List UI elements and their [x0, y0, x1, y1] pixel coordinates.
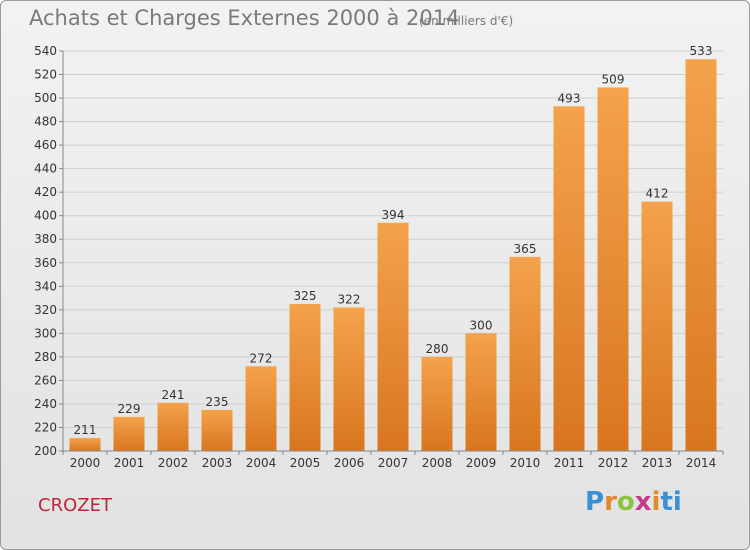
x-tick-label: 2009 — [466, 456, 497, 470]
bar-2003 — [201, 409, 233, 451]
x-tick-label: 2014 — [686, 456, 717, 470]
x-tick-label: 2000 — [70, 456, 101, 470]
data-label-2003: 235 — [206, 395, 229, 409]
y-tick-label: 220 — [34, 420, 57, 434]
y-tick-label: 280 — [34, 350, 57, 364]
bar-2004 — [245, 366, 277, 451]
x-tick-label: 2003 — [202, 456, 233, 470]
bar-2013 — [641, 201, 673, 451]
data-label-2011: 493 — [558, 91, 581, 105]
y-tick-label: 200 — [34, 444, 57, 458]
x-tick-label: 2007 — [378, 456, 409, 470]
data-label-2004: 272 — [250, 351, 273, 365]
bar-2011 — [553, 106, 585, 451]
data-label-2006: 322 — [338, 292, 361, 306]
x-tick-label: 2005 — [290, 456, 321, 470]
bar-2001 — [113, 416, 145, 451]
x-tick-label: 2010 — [510, 456, 541, 470]
data-label-2005: 325 — [294, 289, 317, 303]
data-labels: 211 229 241 235 272 325 322 394 280 300 365 493 509 4… — [74, 44, 713, 437]
x-tick-label: 2012 — [598, 456, 629, 470]
data-label-2012: 509 — [602, 72, 625, 86]
y-tick-label: 240 — [34, 397, 57, 411]
bar-2002 — [157, 402, 189, 451]
x-tick-label: 2001 — [114, 456, 145, 470]
data-label-2000: 211 — [74, 423, 97, 437]
bar-2007 — [377, 222, 409, 451]
y-tick-label: 520 — [34, 68, 57, 82]
data-label-2013: 412 — [646, 187, 669, 201]
y-tick-label: 420 — [34, 185, 57, 199]
bar-2009 — [465, 333, 497, 451]
bar-2010 — [509, 256, 541, 451]
x-tick-label: 2006 — [334, 456, 365, 470]
y-tick-label: 340 — [34, 279, 57, 293]
bar-2014 — [685, 59, 717, 452]
data-label-2001: 229 — [118, 402, 141, 416]
x-tick-label: 2013 — [642, 456, 673, 470]
y-tick-label: 320 — [34, 303, 57, 317]
y-axis-ticks: 200 220 240 260 280 300 320 340 360 380 400 420 440 4… — [34, 44, 63, 458]
y-tick-label: 440 — [34, 162, 57, 176]
x-axis-ticks: 2000 2001 2002 2003 2004 2005 2006 2007 2008 2009… — [62, 451, 724, 470]
bar-2006 — [333, 307, 365, 451]
bar-2005 — [289, 303, 321, 451]
bar-2008 — [421, 356, 453, 451]
x-tick-label: 2004 — [246, 456, 277, 470]
x-tick-label: 2002 — [158, 456, 189, 470]
data-label-2010: 365 — [514, 242, 537, 256]
chart-subtitle: (en milliers d'€) — [419, 14, 514, 28]
y-tick-label: 260 — [34, 373, 57, 387]
bars — [69, 59, 717, 452]
bar-2000 — [69, 438, 101, 451]
x-tick-label: 2008 — [422, 456, 453, 470]
y-tick-label: 360 — [34, 256, 57, 270]
y-tick-label: 460 — [34, 138, 57, 152]
chart-title: Achats et Charges Externes 2000 à 2014 — [29, 6, 460, 30]
data-label-2007: 394 — [382, 208, 405, 222]
y-tick-label: 300 — [34, 326, 57, 340]
y-tick-label: 380 — [34, 232, 57, 246]
data-label-2014: 533 — [690, 44, 713, 58]
data-label-2009: 300 — [470, 318, 493, 332]
commune-name: CROZET — [38, 495, 112, 516]
proxiti-logo: Proxiti — [585, 487, 682, 517]
y-tick-label: 500 — [34, 91, 57, 105]
y-tick-label: 540 — [34, 44, 57, 58]
data-label-2008: 280 — [426, 342, 449, 356]
y-tick-label: 400 — [34, 209, 57, 223]
x-tick-label: 2011 — [554, 456, 585, 470]
y-tick-label: 480 — [34, 115, 57, 129]
data-label-2002: 241 — [162, 388, 185, 402]
bar-2012 — [597, 87, 629, 452]
